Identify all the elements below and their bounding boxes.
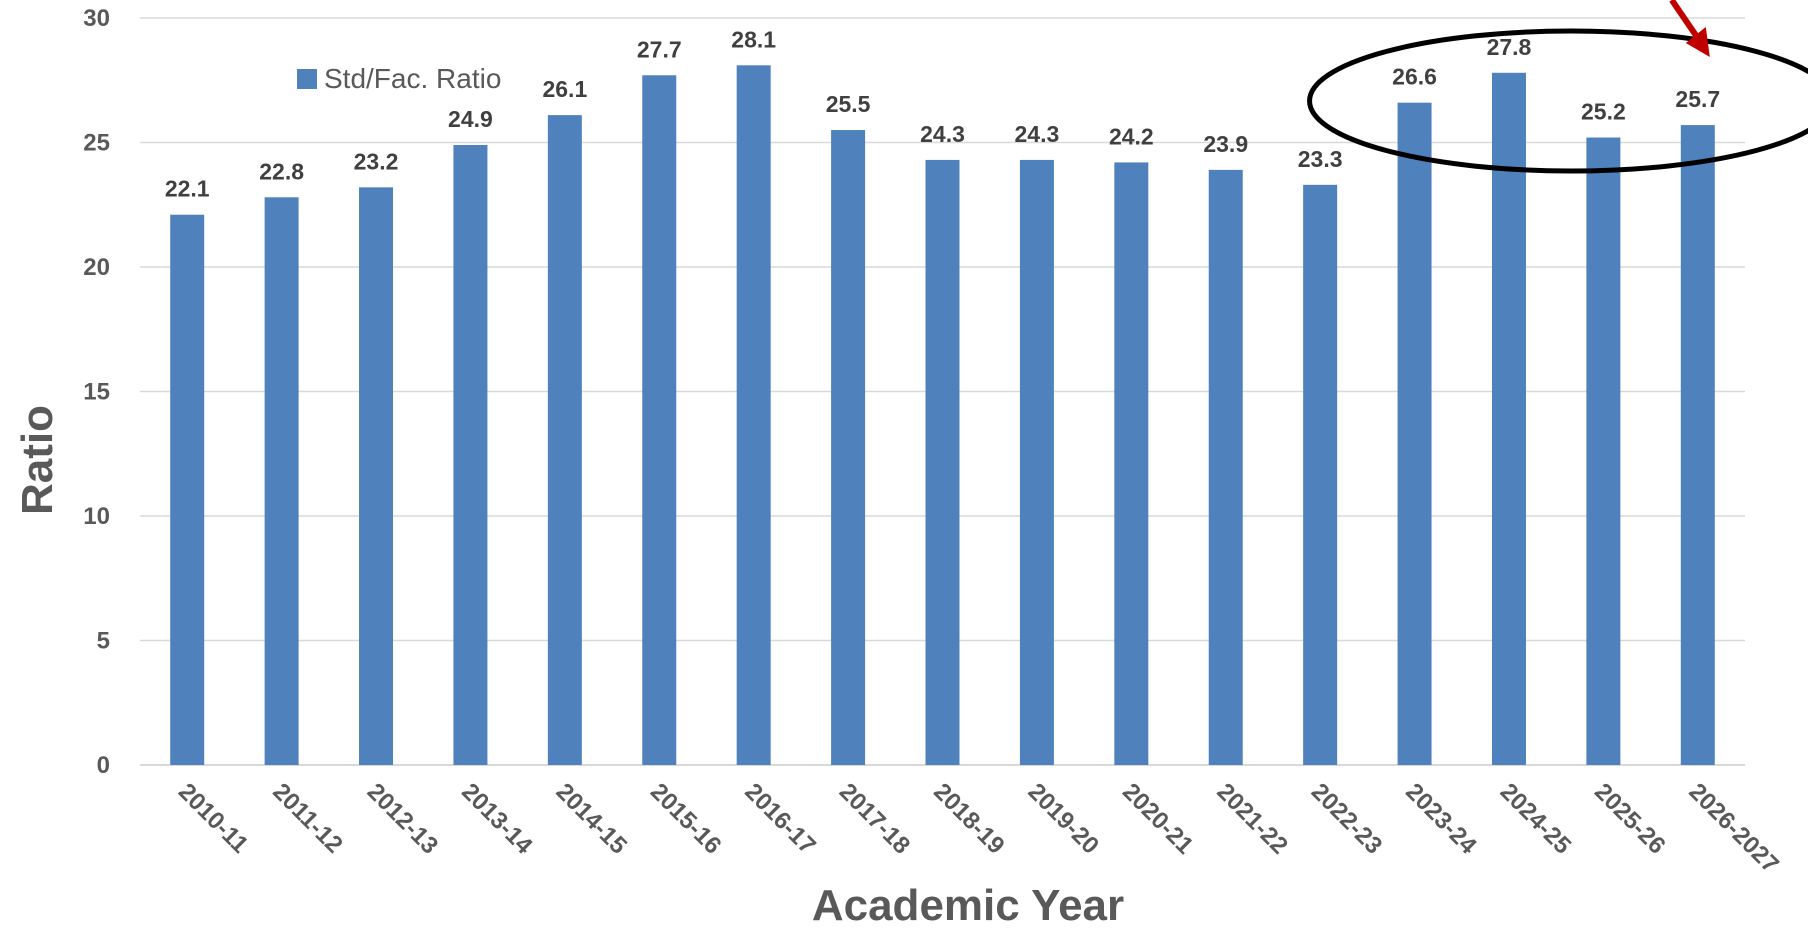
arrow-head [1685,27,1710,57]
data-label: 24.9 [448,106,493,132]
highlight-ellipse [1307,28,1808,174]
y-tick-label: 0 [97,752,110,779]
x-tick-label: 2019-20 [1023,778,1104,859]
bar [453,144,488,766]
legend-swatch [297,69,317,89]
x-tick-label: 2022-23 [1306,778,1387,859]
data-label: 24.2 [1109,123,1154,149]
y-axis: 0 5 10 15 20 25 30 [83,5,110,779]
data-label: 23.2 [354,148,399,174]
data-label: 24.3 [1015,121,1060,147]
data-label: 24.3 [920,121,965,147]
bar [1114,162,1149,766]
data-label: 22.1 [165,176,210,202]
bar [642,75,677,765]
x-axis: 2010-11 2011-12 2012-13 2013-14 2014-15 2015-… [173,778,1784,878]
x-tick-label: 2018-19 [928,778,1009,859]
bar [1491,72,1526,765]
data-label: 25.7 [1675,86,1720,112]
x-tick-label: 2016-17 [739,778,820,859]
bar [264,197,299,765]
data-labels: 22.1 22.8 23.2 24.9 26.1 27.7 28.1 25.5 24.3 24.3… [165,26,1720,201]
y-tick-label: 15 [83,379,110,406]
x-tick-label: 2011-12 [267,778,347,858]
bar [1680,125,1715,765]
legend-label: Std/Fac. Ratio [324,63,501,94]
x-tick-label: 2021-22 [1211,778,1292,859]
y-tick-label: 25 [83,130,110,157]
data-label: 25.2 [1581,99,1626,125]
x-tick-label: 2010-11 [173,778,253,858]
bar [170,214,205,765]
y-tick-label: 30 [83,5,110,32]
x-tick-label: 2013-14 [456,778,538,860]
x-tick-label: 2023-24 [1400,778,1482,860]
bar [547,115,582,766]
x-tick-label: 2017-18 [834,778,915,859]
data-label: 26.1 [542,76,587,102]
bar [1208,169,1243,765]
x-axis-title: Academic Year [812,881,1124,926]
data-label: 22.8 [259,158,304,184]
data-label: 25.5 [826,91,871,117]
arrow-shaft [1669,0,1703,43]
data-label: 26.6 [1392,64,1437,90]
x-tick-label: 2020-21 [1117,778,1198,859]
y-tick-label: 5 [97,628,110,655]
data-label: 23.9 [1203,131,1248,157]
bar [1019,159,1054,765]
y-axis-title: Ratio [13,405,62,515]
x-tick-label: 2012-13 [362,778,443,859]
x-tick-label: 2026-2027 [1684,778,1784,878]
bar [1586,137,1621,765]
x-tick-label: 2015-16 [645,778,726,859]
bar [1397,102,1432,765]
bars [170,65,1715,766]
x-tick-label: 2014-15 [551,778,632,859]
data-label: 27.8 [1487,34,1532,60]
data-label: 28.1 [731,26,776,52]
legend: Std/Fac. Ratio [297,63,501,94]
annotations [1307,0,1808,174]
bar [359,187,394,765]
data-label: 27.7 [637,36,682,62]
x-tick-label: 2025-26 [1589,778,1670,859]
data-label: 23.3 [1298,146,1343,172]
bar [925,159,960,765]
y-tick-label: 10 [83,503,110,530]
bar [736,65,771,765]
bar [1303,184,1338,765]
x-tick-label: 2024-25 [1495,778,1576,859]
y-tick-label: 20 [83,254,110,281]
bar [831,130,866,766]
